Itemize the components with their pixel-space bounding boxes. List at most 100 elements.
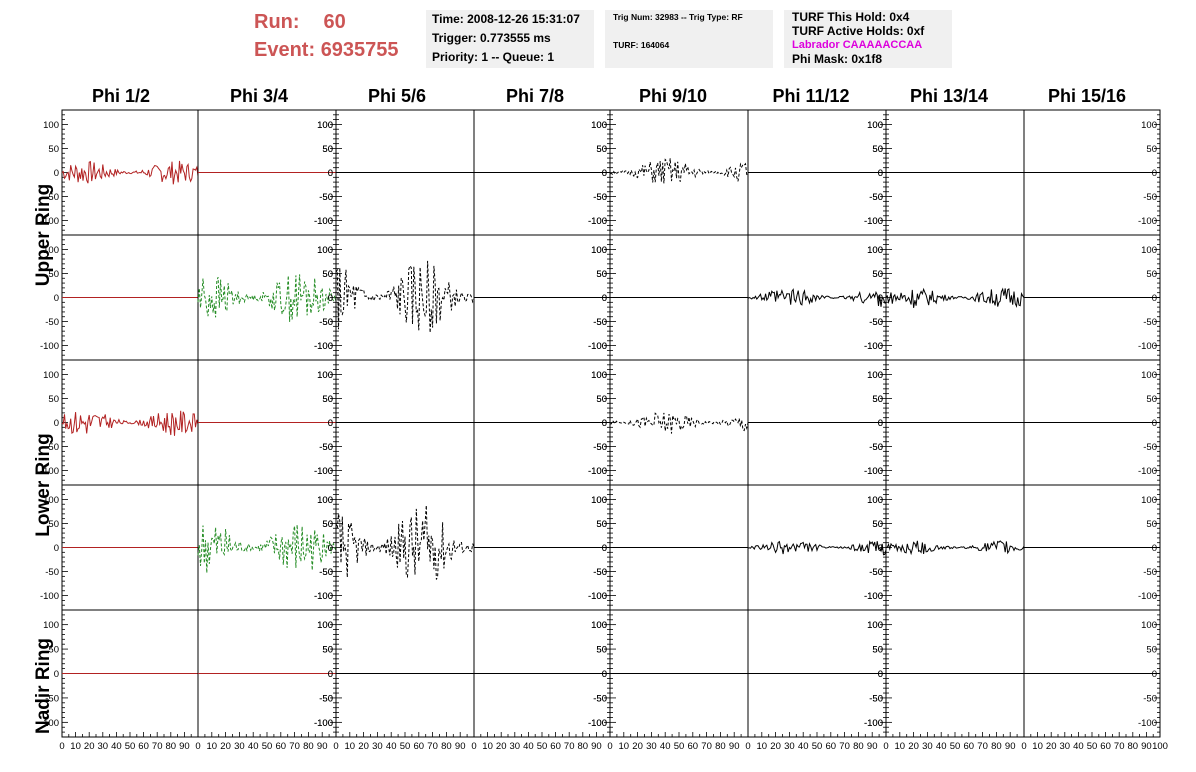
y-tick-label: -50 <box>869 317 883 328</box>
y-tick-label: 50 <box>48 519 59 530</box>
x-tick-label: 20 <box>84 741 95 752</box>
y-tick-label: 0 <box>1152 418 1157 429</box>
y-tick-label: -100 <box>1138 718 1157 729</box>
y-tick-label: 100 <box>317 495 333 506</box>
y-tick-label: 50 <box>1146 519 1157 530</box>
y-tick-label: -50 <box>869 192 883 203</box>
trigger-text: Trigger: 0.773555 ms <box>432 31 551 45</box>
x-tick-label: 30 <box>646 741 657 752</box>
y-tick-label: 0 <box>878 669 883 680</box>
panel-r4-c4: -100 -50 0 50 100 <box>588 609 749 738</box>
y-tick-label: 100 <box>317 120 333 131</box>
y-tick-label: -50 <box>869 567 883 578</box>
x-tick-label: 40 <box>111 741 122 752</box>
trig-text: Trig Num: 32983 -- Trig Type: RF <box>613 12 743 22</box>
column-title-phi-5-6: Phi 5/6 <box>367 86 427 106</box>
y-tick-label: 50 <box>872 394 883 405</box>
x-tick-label: 90 <box>317 741 328 752</box>
y-tick-label: 0 <box>878 168 883 179</box>
y-tick-label: 100 <box>43 370 59 381</box>
y-tick-label: 50 <box>872 519 883 530</box>
waveform-trace <box>609 158 749 184</box>
y-tick-label: 100 <box>43 120 59 131</box>
y-tick-label: 0 <box>602 168 607 179</box>
y-tick-label: 0 <box>54 543 59 554</box>
y-tick-label: -50 <box>319 693 333 704</box>
y-tick-label: -50 <box>593 567 607 578</box>
y-tick-label: -50 <box>869 442 883 453</box>
x-tick-label: 40 <box>248 741 259 752</box>
y-tick-label: 100 <box>43 495 59 506</box>
y-tick-label: 0 <box>878 418 883 429</box>
waveform-trace <box>885 540 1025 556</box>
y-tick-label: -100 <box>864 466 883 477</box>
x-tick-label: 30 <box>784 741 795 752</box>
panel-r3-c7: -100 -50 0 50 100 <box>1023 484 1161 611</box>
y-tick-label: 50 <box>1146 394 1157 405</box>
y-tick-label: 0 <box>54 293 59 304</box>
panel-r2-c2: -100 -50 0 50 100 <box>314 359 475 486</box>
x-tick-label: 10 <box>345 741 356 752</box>
y-tick-label: 0 <box>602 418 607 429</box>
y-tick-label: -50 <box>869 693 883 704</box>
x-tick-label: 0 <box>1021 741 1026 752</box>
y-tick-label: 100 <box>1141 495 1157 506</box>
y-tick-label: -100 <box>40 718 59 729</box>
y-tick-label: -100 <box>1138 341 1157 352</box>
y-tick-label: 0 <box>328 418 333 429</box>
panel-r2-c4: -100 -50 0 50 100 <box>588 359 749 486</box>
y-tick-label: -50 <box>593 317 607 328</box>
y-tick-label: 100 <box>591 370 607 381</box>
y-tick-label: 0 <box>54 168 59 179</box>
column-title-phi-3-4: Phi 3/4 <box>229 86 289 106</box>
x-tick-label: 90 <box>729 741 740 752</box>
y-tick-label: 0 <box>328 669 333 680</box>
x-tick-label: 40 <box>523 741 534 752</box>
x-tick-label: 30 <box>1060 741 1071 752</box>
y-tick-label: 0 <box>878 293 883 304</box>
x-tick-label: 30 <box>922 741 933 752</box>
x-tick-label: 80 <box>166 741 177 752</box>
panel-r1-c2: -100 -50 0 50 100 <box>314 234 475 361</box>
y-tick-label: 50 <box>872 645 883 656</box>
priority-text: Priority: 1 -- Queue: 1 <box>432 50 555 64</box>
y-tick-label: 0 <box>1152 168 1157 179</box>
waveform-trace <box>197 274 337 322</box>
y-tick-label: -100 <box>314 466 333 477</box>
y-tick-label: -50 <box>1143 317 1157 328</box>
x-tick-label: 40 <box>936 741 947 752</box>
y-tick-label: 50 <box>872 269 883 280</box>
panel-r0-c6: -100 -50 0 50 100 <box>864 109 1025 236</box>
y-tick-label: -100 <box>588 341 607 352</box>
x-tick-label: 70 <box>427 741 438 752</box>
y-tick-label: -50 <box>319 442 333 453</box>
waveform-trace <box>61 160 199 185</box>
panel-r1-c4: -100 -50 0 50 100 <box>588 234 749 361</box>
y-tick-label: -100 <box>864 341 883 352</box>
time-text: Time: 2008-12-26 15:31:07 <box>432 12 580 26</box>
x-tick-label: 10 <box>70 741 81 752</box>
x-tick-label: 60 <box>414 741 425 752</box>
x-tick-label: 50 <box>674 741 685 752</box>
y-tick-label: 0 <box>328 669 333 680</box>
y-tick-label: 0 <box>602 543 607 554</box>
x-tick-label: 20 <box>632 741 643 752</box>
x-tick-label: 30 <box>372 741 383 752</box>
y-tick-label: -100 <box>588 216 607 227</box>
y-tick-label: 50 <box>1146 144 1157 155</box>
column-title-phi-11-12: Phi 11/12 <box>772 86 850 106</box>
y-tick-label: 50 <box>322 645 333 656</box>
y-tick-label: 0 <box>602 669 607 680</box>
y-tick-label: 0 <box>1152 669 1157 680</box>
x-tick-label: 50 <box>950 741 961 752</box>
y-tick-label: 50 <box>322 519 333 530</box>
waveform-trace <box>335 505 475 580</box>
y-tick-label: -50 <box>593 693 607 704</box>
waveform-trace <box>61 410 199 436</box>
y-tick-label: -50 <box>319 567 333 578</box>
column-title-phi-1-2: Phi 1/2 <box>91 86 151 106</box>
y-tick-label: 0 <box>328 418 333 429</box>
y-tick-label: 50 <box>322 144 333 155</box>
turf-hold-text: TURF This Hold: 0x4 <box>792 10 910 24</box>
phi-mask-text: Phi Mask: 0x1f8 <box>792 52 883 66</box>
